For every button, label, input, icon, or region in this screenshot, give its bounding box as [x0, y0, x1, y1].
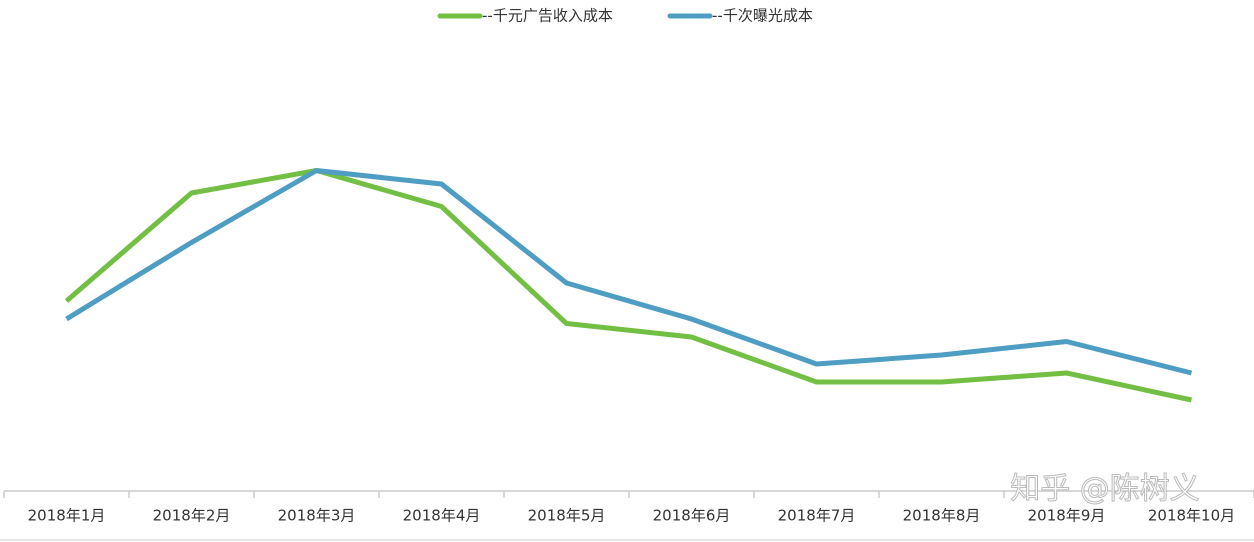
x-tick-label: 2018年9月: [1028, 507, 1106, 525]
x-tick-label: 2018年7月: [778, 507, 856, 525]
x-tick-label: 2018年5月: [528, 507, 606, 525]
x-tick-label: 2018年2月: [153, 507, 231, 525]
x-tick-label: 2018年6月: [653, 507, 731, 525]
x-tick-label: 2018年10月: [1148, 507, 1235, 525]
watermark: 知乎 @陈树义: [1010, 472, 1200, 507]
series-line: [64, 168, 1193, 403]
x-tick-label: 2018年3月: [278, 507, 356, 525]
series-line: [65, 168, 1193, 376]
x-tick-label: 2018年1月: [28, 507, 106, 525]
legend-label: --千次曝光成本: [712, 7, 813, 25]
legend-label: --千元广告收入成本: [482, 7, 613, 25]
x-tick-label: 2018年4月: [403, 507, 481, 525]
x-tick-label: 2018年8月: [903, 507, 981, 525]
